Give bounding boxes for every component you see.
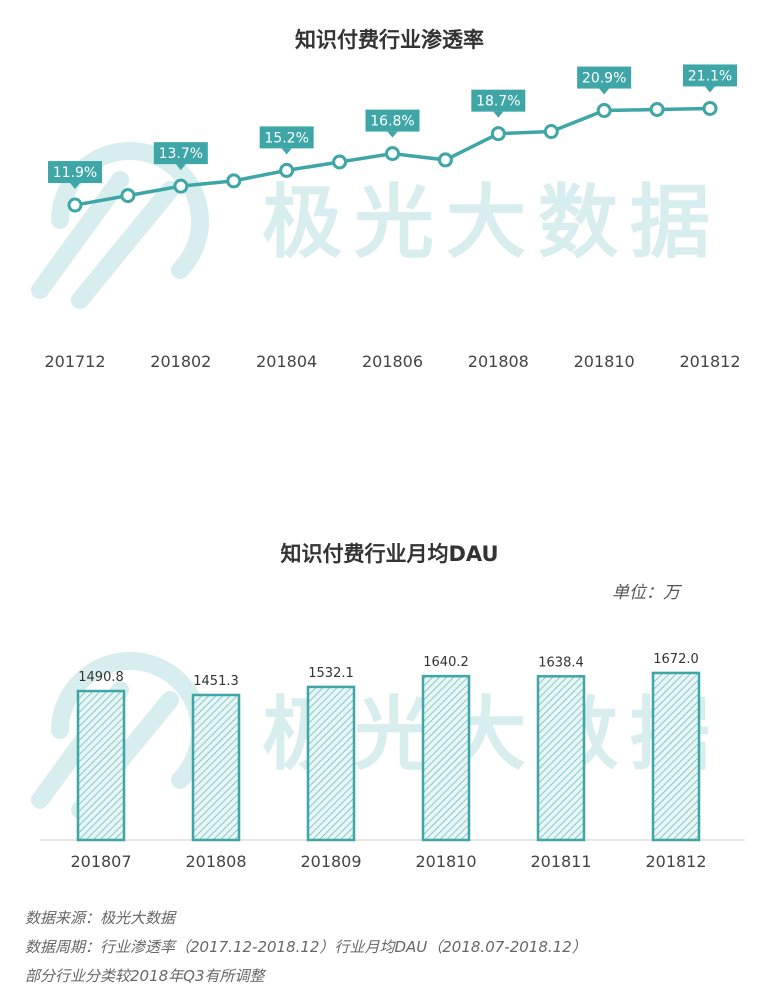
bar-chart-title: 知识付费行业月均DAU <box>280 542 499 566</box>
data-label-box <box>365 109 420 132</box>
data-label-text: 21.1% <box>688 68 732 84</box>
data-point-201809 <box>543 124 559 140</box>
data-point-201807 <box>437 152 453 168</box>
data-point-201712 <box>67 197 83 213</box>
data-label-pointer <box>599 88 610 95</box>
data-label-text: 16.8% <box>370 114 414 130</box>
footnotes: 数据来源：极光大数据 数据周期：行业渗透率（2017.12-2018.12）行业… <box>25 904 587 991</box>
data-label-pointer <box>705 86 715 93</box>
data-point-201810 <box>596 103 612 119</box>
x-tick-201812: 201812 <box>679 352 740 371</box>
x-tick-201810: 201810 <box>574 352 635 371</box>
data-label-pointer <box>387 131 398 138</box>
x-tick-201809: 201809 <box>300 852 361 871</box>
period-note: 数据周期：行业渗透率（2017.12-2018.12）行业月均DAU（2018.… <box>25 938 587 956</box>
bar-201807 <box>76 689 126 842</box>
data-label-text: 18.7% <box>476 94 520 110</box>
data-point-201808 <box>490 126 506 142</box>
data-label-box <box>153 142 208 165</box>
data-label-pointer <box>281 148 292 155</box>
x-tick-201712: 201712 <box>44 352 105 371</box>
data-label-box <box>683 64 737 87</box>
data-label-201804: 15.2% <box>259 126 314 155</box>
data-label-box <box>471 89 526 112</box>
source-note: 数据来源：极光大数据 <box>25 909 176 927</box>
penetration-line-chart: 极光大数据 11.9% 13.7% 15.2% 16.8% 18.7% 20.9% 21.1… <box>31 64 741 371</box>
data-label-text: 15.2% <box>264 130 308 146</box>
bar-201811 <box>536 675 586 842</box>
data-point-201806 <box>385 146 400 162</box>
data-point-201804 <box>279 162 295 178</box>
bar-value-201810: 1640.2 <box>423 655 469 670</box>
x-tick-201804: 201804 <box>256 352 317 371</box>
x-tick-201808: 201808 <box>185 852 246 871</box>
bar-201809 <box>306 685 356 842</box>
data-label-box <box>577 66 632 89</box>
bar-value-201808: 1451.3 <box>193 674 239 689</box>
data-label-pointer <box>70 183 80 190</box>
data-label-201808: 18.7% <box>471 89 526 118</box>
line-chart-title: 知识付费行业渗透率 <box>295 28 484 52</box>
data-label-box <box>259 126 314 149</box>
bar-value-201807: 1490.8 <box>78 670 124 685</box>
dau-bar-chart: 极光大数据 1490.8 1451.3 1532.1 1640.2 1638.4 1672… <box>31 652 745 871</box>
x-tick-201810: 201810 <box>415 852 476 871</box>
data-label-201812: 21.1% <box>683 64 737 93</box>
bar-value-201811: 1638.4 <box>538 655 584 670</box>
x-tick-201812: 201812 <box>645 852 706 871</box>
x-tick-201802: 201802 <box>150 352 211 371</box>
data-label-pointer <box>175 164 186 171</box>
unit-label: 单位：万 <box>612 583 680 603</box>
x-tick-201806: 201806 <box>362 352 423 371</box>
data-label-201802: 13.7% <box>153 142 208 171</box>
x-tick-201808: 201808 <box>468 352 529 371</box>
adjustment-note: 部分行业分类较2018年Q3有所调整 <box>25 967 265 985</box>
data-point-201803 <box>226 173 242 189</box>
data-label-text: 13.7% <box>159 146 203 162</box>
data-label-text: 20.9% <box>582 71 626 87</box>
data-label-201810: 20.9% <box>577 66 632 95</box>
data-point-201805 <box>332 154 348 170</box>
data-point-201811 <box>649 102 665 117</box>
data-point-201801 <box>120 188 136 204</box>
bar-value-201809: 1532.1 <box>308 666 354 681</box>
watermark-text: 极光大数据 <box>262 176 722 269</box>
data-label-text: 11.9% <box>53 165 97 181</box>
data-label-pointer <box>493 111 504 118</box>
watermark: 极光大数据 <box>31 142 722 309</box>
bar-201810 <box>421 674 471 842</box>
data-label-box <box>48 161 102 184</box>
watermark: 极光大数据 <box>31 652 710 819</box>
x-tick-201807: 201807 <box>70 852 131 871</box>
data-point-201812 <box>702 100 718 116</box>
bar-201812 <box>651 671 701 842</box>
data-label-201712: 11.9% <box>48 161 102 190</box>
x-tick-201811: 201811 <box>530 852 591 871</box>
bar-201808 <box>191 693 241 842</box>
data-point-201802 <box>173 178 189 194</box>
data-label-201806: 16.8% <box>365 109 420 138</box>
bar-value-201812: 1672.0 <box>653 652 699 667</box>
